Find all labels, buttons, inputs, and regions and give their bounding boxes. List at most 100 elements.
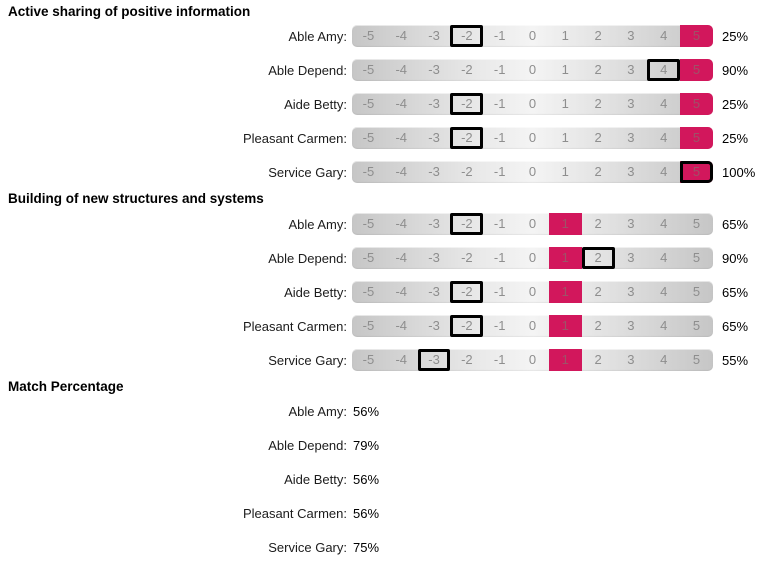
scale-cell-0[interactable]: 0 [528, 216, 537, 231]
scale-cell-4[interactable]: 4 [660, 216, 668, 231]
scale-cell-2[interactable]: 2 [594, 284, 602, 299]
scale-cell--2[interactable]: -2 [450, 93, 484, 115]
scale-cell--2[interactable]: -2 [461, 352, 473, 367]
scale-cell-2[interactable]: 2 [594, 96, 602, 111]
scale-cell--2[interactable]: -2 [450, 281, 484, 303]
scale-cell--2[interactable]: -2 [450, 213, 484, 235]
scale-cell--1[interactable]: -1 [493, 130, 506, 145]
scale-cell-5[interactable]: 5 [692, 216, 701, 231]
scale-cell--4[interactable]: -4 [395, 62, 407, 77]
scale-cell-4[interactable]: 4 [660, 284, 668, 299]
scale-cell--3[interactable]: -3 [428, 62, 440, 77]
scale-cell--4[interactable]: -4 [395, 250, 407, 265]
scale-cell--4[interactable]: -4 [395, 96, 407, 111]
scale-cell--5[interactable]: -5 [362, 318, 375, 333]
scale-cell-0[interactable]: 0 [528, 284, 537, 299]
scale-cell--4[interactable]: -4 [395, 28, 407, 43]
scale-cell--1[interactable]: -1 [493, 318, 506, 333]
scale-cell--5[interactable]: -5 [362, 96, 375, 111]
scale-cell-5[interactable]: 5 [680, 25, 713, 47]
scale-cell-1[interactable]: 1 [561, 96, 569, 111]
scale-cell--3[interactable]: -3 [428, 28, 440, 43]
scale-cell-1[interactable]: 1 [548, 247, 582, 269]
scale-cell--5[interactable]: -5 [362, 28, 375, 43]
scale-cell-4[interactable]: 4 [660, 164, 668, 179]
scale-cell-0[interactable]: 0 [528, 28, 537, 43]
scale-cell-2[interactable]: 2 [594, 28, 602, 43]
scale-cell-0[interactable]: 0 [528, 250, 537, 265]
scale-cell-2[interactable]: 2 [594, 352, 602, 367]
scale-cell-1[interactable]: 1 [561, 28, 569, 43]
scale-cell-5[interactable]: 5 [680, 127, 713, 149]
scale-cell-0[interactable]: 0 [528, 96, 537, 111]
scale-cell-2[interactable]: 2 [581, 247, 615, 269]
scale-cell-1[interactable]: 1 [548, 315, 582, 337]
scale-cell-5[interactable]: 5 [692, 250, 701, 265]
scale-cell-2[interactable]: 2 [594, 62, 602, 77]
scale-cell-3[interactable]: 3 [627, 28, 635, 43]
scale-cell-0[interactable]: 0 [528, 318, 537, 333]
scale-cell-5[interactable]: 5 [680, 93, 713, 115]
scale-cell-3[interactable]: 3 [627, 96, 635, 111]
scale-cell--5[interactable]: -5 [362, 216, 375, 231]
scale-cell--1[interactable]: -1 [493, 62, 506, 77]
scale-cell-4[interactable]: 4 [647, 59, 680, 81]
scale-cell--5[interactable]: -5 [362, 284, 375, 299]
scale-cell-3[interactable]: 3 [627, 284, 635, 299]
scale-cell-3[interactable]: 3 [627, 318, 635, 333]
scale-cell--2[interactable]: -2 [450, 315, 484, 337]
scale-cell-3[interactable]: 3 [627, 130, 635, 145]
scale-cell--2[interactable]: -2 [461, 62, 473, 77]
scale-cell--5[interactable]: -5 [362, 62, 375, 77]
scale-cell-4[interactable]: 4 [660, 352, 668, 367]
scale-cell-1[interactable]: 1 [548, 213, 582, 235]
scale-cell-0[interactable]: 0 [528, 130, 537, 145]
scale-cell-2[interactable]: 2 [594, 164, 602, 179]
scale-cell-0[interactable]: 0 [528, 62, 537, 77]
scale-cell-2[interactable]: 2 [594, 130, 602, 145]
scale-cell-4[interactable]: 4 [660, 318, 668, 333]
scale-cell--4[interactable]: -4 [395, 284, 407, 299]
scale-cell--5[interactable]: -5 [362, 164, 375, 179]
scale-cell--3[interactable]: -3 [417, 349, 451, 371]
scale-cell-5[interactable]: 5 [692, 284, 701, 299]
scale-cell--3[interactable]: -3 [428, 318, 440, 333]
scale-cell-0[interactable]: 0 [528, 352, 537, 367]
scale-cell--2[interactable]: -2 [450, 25, 484, 47]
scale-cell--4[interactable]: -4 [395, 318, 407, 333]
scale-cell--1[interactable]: -1 [493, 352, 506, 367]
scale-cell-5[interactable]: 5 [680, 59, 713, 81]
scale-cell-5[interactable]: 5 [692, 352, 701, 367]
scale-cell--5[interactable]: -5 [362, 352, 375, 367]
scale-cell-2[interactable]: 2 [594, 318, 602, 333]
scale-cell-3[interactable]: 3 [627, 250, 635, 265]
scale-cell-1[interactable]: 1 [561, 164, 569, 179]
scale-cell--4[interactable]: -4 [395, 130, 407, 145]
scale-cell--3[interactable]: -3 [428, 96, 440, 111]
scale-cell-4[interactable]: 4 [660, 96, 668, 111]
scale-cell-2[interactable]: 2 [594, 216, 602, 231]
scale-cell-3[interactable]: 3 [627, 352, 635, 367]
scale-cell-4[interactable]: 4 [660, 28, 668, 43]
scale-cell-3[interactable]: 3 [627, 164, 635, 179]
scale-cell--4[interactable]: -4 [395, 352, 407, 367]
scale-cell-0[interactable]: 0 [528, 164, 537, 179]
scale-cell-5[interactable]: 5 [680, 161, 713, 183]
scale-cell--1[interactable]: -1 [493, 28, 506, 43]
scale-cell--3[interactable]: -3 [428, 250, 440, 265]
scale-cell--3[interactable]: -3 [428, 164, 440, 179]
scale-cell--5[interactable]: -5 [362, 250, 375, 265]
scale-cell-3[interactable]: 3 [627, 62, 635, 77]
scale-cell--2[interactable]: -2 [461, 164, 473, 179]
scale-cell--5[interactable]: -5 [362, 130, 375, 145]
scale-cell--2[interactable]: -2 [450, 127, 484, 149]
scale-cell--1[interactable]: -1 [493, 284, 506, 299]
scale-cell--1[interactable]: -1 [493, 250, 506, 265]
scale-cell-4[interactable]: 4 [660, 130, 668, 145]
scale-cell--2[interactable]: -2 [461, 250, 473, 265]
scale-cell-4[interactable]: 4 [660, 250, 668, 265]
scale-cell--3[interactable]: -3 [428, 216, 440, 231]
scale-cell--1[interactable]: -1 [493, 96, 506, 111]
scale-cell-1[interactable]: 1 [561, 62, 569, 77]
scale-cell-1[interactable]: 1 [561, 130, 569, 145]
